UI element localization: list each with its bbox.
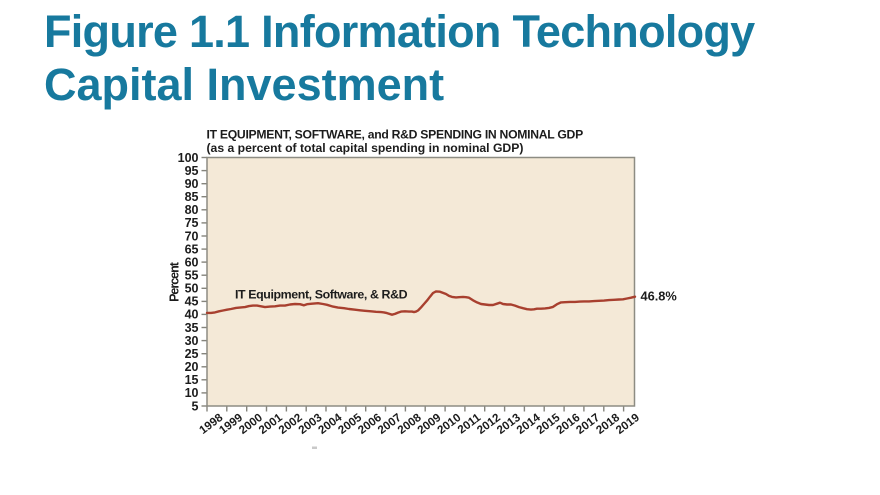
- svg-text:35: 35: [185, 321, 199, 335]
- svg-text:5: 5: [192, 399, 199, 413]
- svg-text:55: 55: [185, 269, 199, 283]
- svg-text:30: 30: [185, 334, 199, 348]
- svg-text:90: 90: [185, 177, 199, 191]
- svg-text:15: 15: [185, 373, 199, 387]
- svg-text:Percent: Percent: [168, 261, 182, 302]
- svg-text:25: 25: [185, 347, 199, 361]
- svg-text:80: 80: [185, 203, 199, 217]
- svg-text:IT Equipment, Software, & R&D: IT Equipment, Software, & R&D: [235, 287, 408, 301]
- svg-text:60: 60: [185, 255, 199, 269]
- svg-text:20: 20: [185, 360, 199, 374]
- svg-text:45: 45: [185, 295, 199, 309]
- svg-text:2019: 2019: [613, 411, 642, 437]
- svg-text:(as a percent of total capital: (as a percent of total capital spending …: [207, 141, 524, 155]
- svg-text:85: 85: [185, 190, 199, 204]
- svg-text:IT EQUIPMENT, SOFTWARE, and R&: IT EQUIPMENT, SOFTWARE, and R&D SPENDING…: [207, 128, 584, 142]
- svg-text:100: 100: [178, 151, 199, 165]
- svg-text:70: 70: [185, 229, 199, 243]
- svg-text:50: 50: [185, 282, 199, 296]
- svg-text:46.8%: 46.8%: [641, 289, 678, 304]
- svg-text:40: 40: [185, 308, 199, 322]
- svg-text:75: 75: [185, 216, 199, 230]
- svg-text:95: 95: [185, 164, 199, 178]
- svg-text:10: 10: [185, 386, 199, 400]
- svg-text:65: 65: [185, 242, 199, 256]
